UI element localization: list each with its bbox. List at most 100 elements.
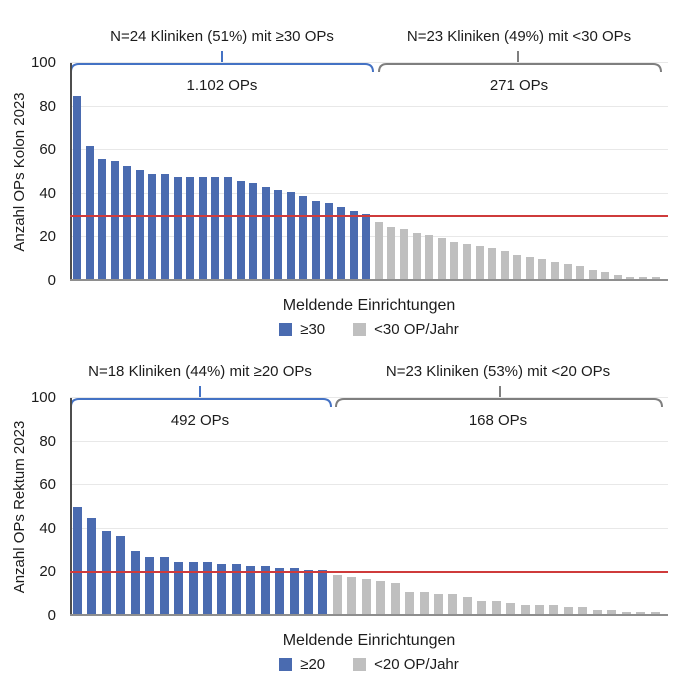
bar-below-threshold — [419, 592, 429, 614]
y-tick-label: 40 — [39, 184, 56, 202]
bar-below-threshold — [639, 276, 648, 279]
y-tick-label: 60 — [39, 141, 56, 159]
bar-below-threshold — [332, 574, 342, 614]
bar-above-threshold — [249, 183, 258, 279]
bar-below-threshold — [650, 611, 660, 614]
bar-above-threshold — [304, 570, 313, 614]
bar-below-threshold — [538, 259, 547, 279]
y-tick-label: 0 — [47, 607, 56, 624]
bar-above-threshold — [110, 161, 119, 279]
bar-above-threshold — [73, 95, 81, 279]
bar-above-threshold — [174, 561, 184, 614]
threshold-line — [70, 571, 668, 574]
gridline — [70, 440, 668, 442]
bar-below-threshold — [390, 583, 400, 614]
legend-item-low: <20 OP/Jahr — [353, 656, 459, 673]
bar-above-threshold — [349, 211, 358, 279]
bar-below-threshold — [387, 226, 396, 279]
legend-label-high: ≥20 — [300, 655, 326, 673]
bar-below-threshold — [448, 594, 458, 614]
bar-below-threshold — [525, 257, 534, 279]
group-low-total: 271 OPs — [489, 77, 549, 94]
bar-below-threshold — [425, 235, 434, 279]
bar-below-threshold — [491, 600, 501, 614]
kolon-chart: N=24 Kliniken (51%) mit ≥30 OPs N=23 Kli… — [0, 0, 690, 338]
legend: ≥20 <20 OP/Jahr — [70, 655, 668, 673]
bar-below-threshold — [376, 581, 386, 614]
rektum-chart: N=18 Kliniken (44%) mit ≥20 OPs N=23 Kli… — [0, 335, 690, 700]
bar-above-threshold — [130, 550, 140, 614]
bars — [73, 63, 660, 279]
bar-below-threshold — [437, 237, 446, 279]
bar-above-threshold — [173, 176, 182, 279]
x-axis-title: Meldende Einrichtungen — [282, 297, 456, 314]
y-tick-label: 60 — [39, 476, 56, 494]
bar-below-threshold — [563, 263, 572, 279]
group-low-total: 168 OPs — [468, 412, 528, 429]
gridline — [70, 527, 668, 529]
y-tick-label: 80 — [39, 97, 56, 115]
legend-swatch-high-icon — [279, 657, 293, 671]
legend-label-low: <30 OP/Jahr — [374, 320, 459, 338]
bar-above-threshold — [299, 196, 308, 279]
bar-above-threshold — [311, 200, 320, 279]
legend-item-high: ≥30 — [279, 321, 325, 338]
y-tick-label: 40 — [39, 519, 56, 537]
y-tick-label: 100 — [30, 389, 56, 406]
gridline — [70, 397, 668, 398]
bar-below-threshold — [550, 261, 559, 279]
legend-swatch-high-icon — [279, 322, 293, 336]
bar-above-threshold — [274, 189, 283, 279]
bar-below-threshold — [347, 576, 357, 614]
x-axis-title: Meldende Einrichtungen — [282, 632, 456, 649]
gridline — [70, 484, 668, 486]
legend-label-low: <20 OP/Jahr — [374, 655, 459, 673]
group-high-header: N=18 Kliniken (44%) mit ≥20 OPs — [88, 363, 312, 380]
y-axis-ticks: 0 20 40 60 80 100 — [0, 54, 62, 289]
bar-below-threshold — [374, 222, 383, 279]
bar-above-threshold — [186, 176, 195, 279]
bar-below-threshold — [513, 255, 522, 279]
bars — [73, 398, 660, 614]
y-tick-label: 80 — [39, 432, 56, 450]
bar-above-threshold — [159, 557, 169, 614]
bar-above-threshold — [85, 146, 94, 279]
bar-below-threshold — [506, 603, 516, 614]
y-tick-label: 0 — [47, 272, 56, 289]
bar-below-threshold — [361, 579, 371, 614]
bar-above-threshold — [260, 566, 270, 614]
bar-below-threshold — [549, 605, 559, 614]
bar-below-threshold — [601, 272, 610, 279]
group-high-total: 492 OPs — [170, 412, 230, 429]
bar-below-threshold — [400, 228, 409, 279]
bar-below-threshold — [500, 250, 509, 279]
y-tick-label: 20 — [39, 563, 56, 581]
bar-above-threshold — [289, 568, 299, 614]
x-axis-line — [70, 614, 668, 616]
bar-above-threshold — [98, 159, 107, 279]
bar-below-threshold — [576, 265, 585, 279]
bar-above-threshold — [261, 187, 270, 279]
legend-item-low: <30 OP/Jahr — [353, 321, 459, 338]
group-high-header: N=24 Kliniken (51%) mit ≥30 OPs — [110, 28, 334, 45]
bar-below-threshold — [520, 605, 530, 614]
bar-below-threshold — [578, 607, 588, 614]
legend: ≥30 <30 OP/Jahr — [70, 320, 668, 338]
bar-above-threshold — [324, 202, 333, 279]
bar-above-threshold — [236, 180, 245, 279]
bar-above-threshold — [223, 176, 232, 279]
bar-above-threshold — [286, 191, 295, 279]
bar-below-threshold — [563, 607, 573, 614]
bar-above-threshold — [246, 566, 256, 614]
y-axis-line — [70, 63, 72, 281]
bar-below-threshold — [405, 592, 415, 614]
y-axis-title: Anzahl OPs Rektum 2023 — [11, 420, 28, 594]
bar-above-threshold — [275, 568, 285, 614]
bar-above-threshold — [202, 561, 212, 614]
gridline — [70, 192, 668, 194]
bar-below-threshold — [475, 246, 484, 279]
bracket-low-icon — [335, 386, 663, 408]
bar-below-threshold — [636, 611, 646, 614]
bar-below-threshold — [462, 596, 472, 614]
bar-above-threshold — [362, 213, 371, 279]
